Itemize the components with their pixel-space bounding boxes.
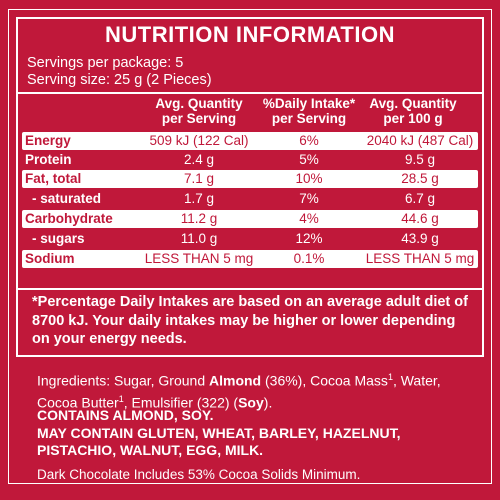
row-label: - sugars bbox=[32, 231, 85, 246]
servings-per-package: Servings per package: 5 bbox=[27, 55, 184, 71]
nutrition-row-protein: Protein 2.4 g 5% 9.5 g bbox=[22, 151, 478, 169]
allergen-soy: Soy bbox=[238, 394, 264, 411]
nutrition-row-sugars: - sugars 11.0 g 12% 43.9 g bbox=[22, 230, 478, 248]
per-serving-value: 11.0 g bbox=[180, 231, 218, 246]
daily-intake-value: 5% bbox=[299, 152, 319, 167]
column-header-line: per Serving bbox=[161, 111, 237, 126]
ingredients-list: Ingredients: Sugar, Ground Almond (36%),… bbox=[37, 368, 477, 411]
nutrition-row-saturated: - saturated 1.7 g 7% 6.7 g bbox=[22, 190, 478, 208]
may-contain-line: MAY CONTAIN GLUTEN, WHEAT, BARLEY, HAZEL… bbox=[37, 424, 401, 459]
daily-intake-value: 4% bbox=[299, 211, 319, 226]
nutrition-row-sodium: Sodium LESS THAN 5 mg 0.1% LESS THAN 5 m… bbox=[22, 250, 478, 268]
header-divider bbox=[18, 92, 482, 94]
per-serving-value: LESS THAN 5 mg bbox=[144, 251, 254, 266]
per-100g-value: 44.6 g bbox=[401, 211, 439, 226]
column-header-per-100g: Avg. Quantity per 100 g bbox=[348, 96, 478, 126]
row-label: Energy bbox=[25, 133, 71, 148]
column-header-per-serving: Avg. Quantity per Serving bbox=[144, 96, 254, 126]
daily-intake-value: 6% bbox=[299, 133, 319, 148]
column-header-line: per Serving bbox=[271, 111, 347, 126]
per-100g-value: 9.5 g bbox=[404, 152, 436, 167]
nutrition-row-carbohydrate: Carbohydrate 11.2 g 4% 44.6 g bbox=[22, 210, 478, 228]
nutrition-row-energy: Energy 509 kJ (122 Cal) 6% 2040 kJ (487 … bbox=[22, 132, 478, 150]
per-100g-value: 28.5 g bbox=[401, 171, 439, 186]
column-header-line: Avg. Quantity bbox=[369, 96, 457, 111]
per-serving-value: 1.7 g bbox=[183, 191, 215, 206]
nutrition-row-fat-total: Fat, total 7.1 g 10% 28.5 g bbox=[22, 170, 478, 188]
footnote-divider bbox=[18, 288, 482, 290]
per-serving-value: 2.4 g bbox=[183, 152, 215, 167]
allergen-almond: Almond bbox=[209, 372, 262, 389]
nutrition-title: NUTRITION INFORMATION bbox=[105, 22, 395, 47]
ingredients-text: , Emulsifier (322) ( bbox=[123, 394, 239, 411]
ingredients-text: ). bbox=[263, 394, 273, 411]
daily-intake-footnote: *Percentage Daily Intakes are based on a… bbox=[32, 294, 468, 347]
daily-intake-value: 7% bbox=[299, 191, 319, 206]
column-header-line: %Daily Intake* bbox=[262, 96, 356, 111]
row-label: Fat, total bbox=[25, 171, 82, 186]
daily-intake-value: 12% bbox=[295, 231, 323, 246]
column-header-line: per 100 g bbox=[383, 111, 443, 126]
ingredients-text: Ingredients: Sugar, Ground bbox=[37, 372, 209, 389]
per-serving-value: 11.2 g bbox=[180, 211, 218, 226]
column-header-daily-intake: %Daily Intake* per Serving bbox=[254, 96, 364, 126]
footnote-marker: 1 bbox=[387, 372, 393, 382]
per-100g-value: LESS THAN 5 mg bbox=[365, 251, 475, 266]
daily-intake-value: 10% bbox=[295, 171, 323, 186]
per-100g-value: 2040 kJ (487 Cal) bbox=[366, 133, 474, 148]
serving-size: Serving size: 25 g (2 Pieces) bbox=[27, 72, 212, 88]
label-panel bbox=[8, 9, 492, 484]
per-serving-value: 509 kJ (122 Cal) bbox=[149, 133, 249, 148]
allergen-statement: CONTAINS ALMOND, SOY. MAY CONTAIN GLUTEN… bbox=[37, 407, 477, 460]
ingredients-text: , Water, Cocoa Butter bbox=[37, 372, 441, 411]
nutrition-information-panel: NUTRITION INFORMATION Servings per packa… bbox=[16, 17, 484, 357]
row-label: - saturated bbox=[32, 191, 102, 206]
contains-line: CONTAINS ALMOND, SOY. bbox=[37, 407, 214, 423]
column-header-line: Avg. Quantity bbox=[155, 96, 243, 111]
footnote-marker: 1 bbox=[118, 393, 124, 404]
ingredients-text: (36%), Cocoa Mass bbox=[261, 372, 388, 389]
per-100g-value: 43.9 g bbox=[401, 231, 439, 246]
per-100g-value: 6.7 g bbox=[404, 191, 436, 206]
cocoa-solids-note: Dark Chocolate Includes 53% Cocoa Solids… bbox=[37, 467, 361, 482]
daily-intake-value: 0.1% bbox=[293, 251, 325, 266]
row-label: Protein bbox=[25, 152, 72, 167]
per-serving-value: 7.1 g bbox=[183, 171, 215, 186]
row-label: Carbohydrate bbox=[25, 211, 113, 226]
row-label: Sodium bbox=[25, 251, 75, 266]
